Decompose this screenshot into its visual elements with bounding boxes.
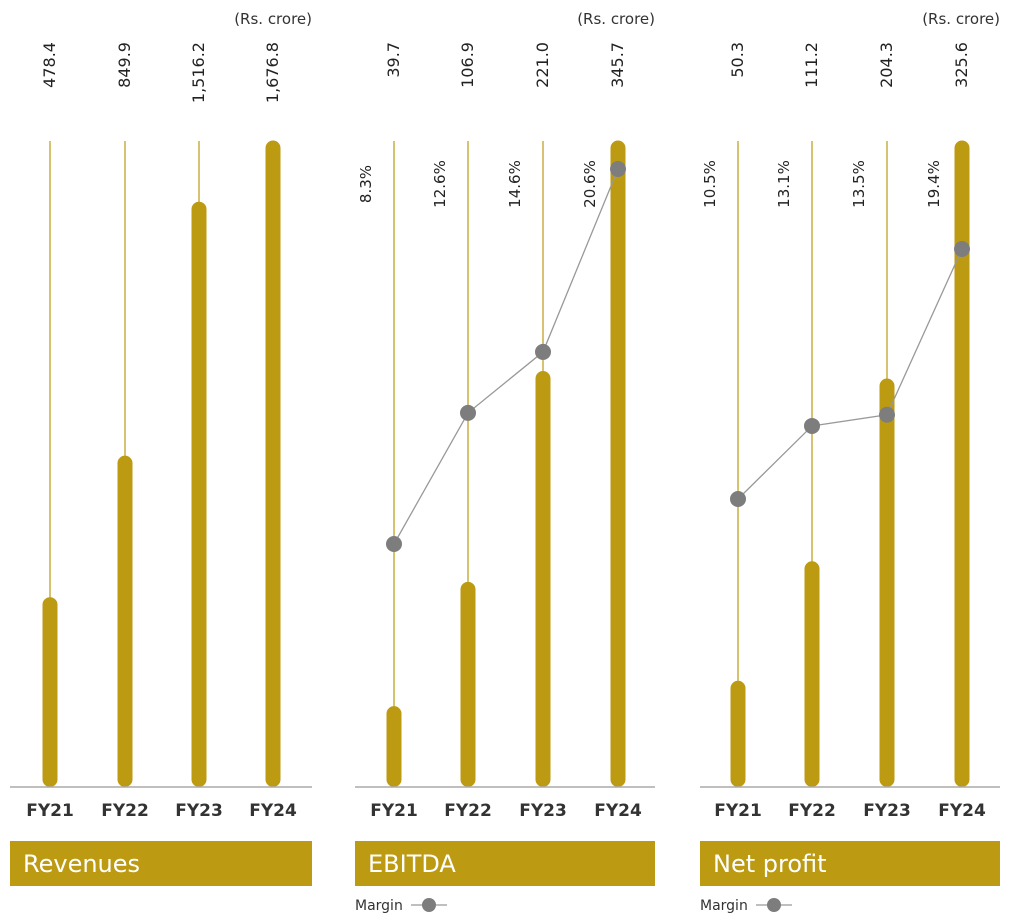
margin-marker [804, 417, 820, 434]
bar [117, 455, 133, 787]
value-label: 849.9 [115, 42, 134, 88]
value-label: 204.3 [877, 42, 896, 88]
margin-line [737, 248, 963, 500]
value-label: 39.7 [384, 42, 403, 78]
value-label: 345.7 [608, 42, 627, 88]
margin-legend: Margin [700, 898, 792, 914]
bar [265, 140, 281, 787]
value-label: 1,676.8 [263, 42, 282, 103]
margin-label: 12.6% [431, 160, 449, 208]
margin-marker [954, 241, 970, 257]
margin-line [393, 168, 619, 545]
margin-label: 19.4% [925, 160, 943, 208]
chart-panel-ebitda: (Rs. crore) 39.7 106.9 221.0 345.7 FY21 FY22 FY… [355, 10, 655, 914]
chart-title: Revenues [23, 850, 140, 878]
unit-label: (Rs. crore) [922, 10, 1000, 28]
title-band [355, 841, 655, 886]
category-label: FY24 [249, 801, 297, 821]
title-band [10, 841, 312, 886]
chart-title: Net profit [713, 850, 827, 878]
unit-label: (Rs. crore) [577, 10, 655, 28]
margin-marker [610, 161, 626, 177]
unit-label: (Rs. crore) [234, 10, 312, 28]
bar [535, 370, 551, 787]
category-label: FY21 [714, 801, 762, 821]
margin-legend: Margin [355, 898, 447, 914]
bar [460, 581, 476, 787]
legend-label: Margin [700, 898, 748, 914]
legend-label: Margin [355, 898, 403, 914]
bar [191, 201, 207, 788]
bar [879, 378, 895, 787]
bar [610, 140, 626, 787]
category-label: FY22 [444, 801, 492, 821]
margin-marker [879, 406, 895, 423]
chart-panel-revenues: (Rs. crore) 478.4 849.9 1,516.2 1,676.8 FY21 F… [10, 10, 312, 886]
value-label: 325.6 [952, 42, 971, 88]
bar [42, 597, 58, 787]
value-label: 478.4 [40, 42, 59, 88]
chart-title: EBITDA [368, 850, 456, 878]
margin-marker [535, 343, 551, 360]
margin-marker [460, 404, 476, 421]
bar [954, 140, 970, 787]
margin-label: 13.5% [850, 160, 868, 208]
category-label: FY23 [863, 801, 911, 821]
category-label: FY21 [26, 801, 74, 821]
legend-marker [422, 898, 436, 912]
value-label: 111.2 [802, 42, 821, 88]
category-label: FY24 [938, 801, 986, 821]
category-label: FY22 [788, 801, 836, 821]
bar [730, 680, 746, 787]
chart-panel-net-profit: (Rs. crore) 50.3 111.2 204.3 325.6 FY21 FY22 FY… [700, 10, 1000, 914]
margin-marker [386, 536, 402, 552]
margin-label: 10.5% [701, 160, 719, 208]
category-label: FY21 [370, 801, 418, 821]
title-band [700, 841, 1000, 886]
margin-marker [730, 491, 746, 507]
margin-label: 14.6% [506, 160, 524, 208]
margin-label: 13.1% [775, 160, 793, 208]
category-label: FY23 [519, 801, 567, 821]
margin-label: 20.6% [581, 160, 599, 208]
bar [804, 561, 820, 787]
value-label: 221.0 [533, 42, 552, 88]
value-label: 50.3 [728, 42, 747, 78]
value-label: 1,516.2 [189, 42, 208, 103]
bar [386, 706, 402, 787]
category-label: FY22 [101, 801, 149, 821]
category-label: FY24 [594, 801, 642, 821]
legend-marker [767, 898, 781, 912]
category-label: FY23 [175, 801, 223, 821]
margin-label: 8.3% [357, 165, 375, 203]
value-label: 106.9 [458, 42, 477, 88]
